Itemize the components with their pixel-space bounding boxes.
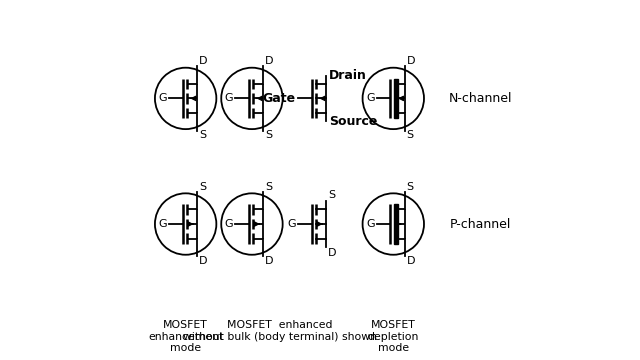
Text: D: D	[265, 57, 274, 66]
Text: P-channel: P-channel	[450, 217, 511, 230]
Text: S: S	[199, 130, 206, 140]
Text: S: S	[406, 182, 413, 192]
Polygon shape	[394, 204, 398, 244]
Text: G: G	[159, 93, 167, 103]
Text: Drain: Drain	[329, 69, 367, 82]
Text: G: G	[287, 219, 296, 229]
Text: Gate: Gate	[262, 92, 295, 105]
Text: D: D	[199, 256, 207, 266]
Text: S: S	[199, 182, 206, 192]
Text: D: D	[406, 256, 415, 266]
Text: S: S	[328, 190, 335, 200]
Text: MOSFET
depletion
mode: MOSFET depletion mode	[367, 320, 419, 353]
Text: Source: Source	[329, 114, 378, 127]
Text: S: S	[406, 130, 413, 140]
Text: G: G	[225, 219, 234, 229]
Text: MOSFET  enhanced
without bulk (body terminal) shown: MOSFET enhanced without bulk (body termi…	[183, 320, 377, 342]
Text: MOSFET
enhancement
mode: MOSFET enhancement mode	[148, 320, 223, 353]
Text: D: D	[265, 256, 274, 266]
Text: D: D	[199, 57, 207, 66]
Text: S: S	[265, 130, 273, 140]
Text: S: S	[265, 182, 273, 192]
Text: G: G	[225, 93, 234, 103]
Text: D: D	[328, 248, 337, 258]
Text: G: G	[366, 219, 375, 229]
Polygon shape	[394, 78, 398, 118]
Text: N-channel: N-channel	[449, 92, 512, 105]
Text: G: G	[366, 93, 375, 103]
Text: D: D	[406, 57, 415, 66]
Text: G: G	[159, 219, 167, 229]
